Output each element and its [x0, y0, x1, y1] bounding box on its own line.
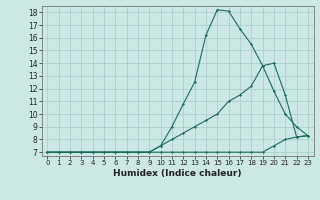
- X-axis label: Humidex (Indice chaleur): Humidex (Indice chaleur): [113, 169, 242, 178]
